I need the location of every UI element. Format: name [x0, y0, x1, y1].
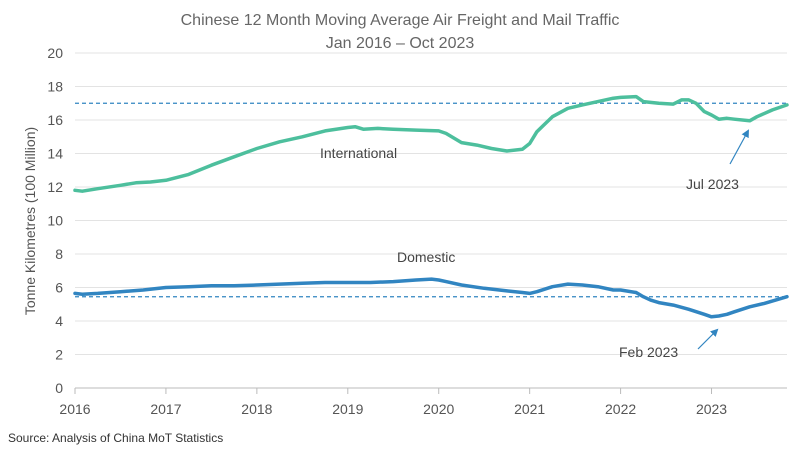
series-label-domestic: Domestic: [397, 249, 455, 265]
y-axis-ticks: 0 2 4 6 8 10 12 14 16 18 20: [47, 45, 63, 396]
series-line-domestic: [73, 277, 789, 319]
x-tick-label: 2016: [59, 401, 90, 417]
x-tick-label: 2018: [241, 401, 272, 417]
y-axis-label: Tonne Kilometres (100 Million): [22, 127, 38, 315]
y-tick-label: 12: [47, 179, 63, 195]
annotation-jul-2023: Jul 2023: [686, 176, 739, 192]
y-tick-label: 20: [47, 45, 63, 61]
grid: [75, 52, 787, 389]
y-tick-label: 18: [47, 79, 63, 95]
x-tick-label: 2022: [605, 401, 636, 417]
annotation-arrow-feb-2023: [697, 328, 719, 350]
x-tick-label: 2017: [150, 401, 181, 417]
y-tick-label: 14: [47, 146, 63, 162]
x-tick-label: 2023: [696, 401, 727, 417]
x-tick-label: 2020: [423, 401, 454, 417]
x-tick-label: 2019: [332, 401, 363, 417]
series: [73, 94, 789, 319]
y-tick-label: 10: [47, 213, 63, 229]
y-tick-label: 6: [55, 280, 63, 296]
x-axis-ticks: 2016 2017 2018 2019 2020 2021 2022 2023: [59, 388, 727, 417]
chart-title: Chinese 12 Month Moving Average Air Frei…: [181, 12, 620, 29]
y-tick-label: 4: [55, 313, 63, 329]
y-tick-label: 2: [55, 347, 63, 363]
source-note: Source: Analysis of China MoT Statistics: [8, 431, 223, 445]
annotation-feb-2023: Feb 2023: [619, 344, 678, 360]
y-tick-label: 16: [47, 112, 63, 128]
y-tick-label: 8: [55, 246, 63, 262]
y-tick-label: 0: [55, 380, 63, 396]
annotation-arrow-jul-2023: [729, 129, 749, 165]
series-line-international: [73, 94, 789, 193]
chart-subtitle: Jan 2016 – Oct 2023: [326, 35, 475, 52]
x-tick-label: 2021: [514, 401, 545, 417]
series-label-international: International: [320, 145, 397, 161]
